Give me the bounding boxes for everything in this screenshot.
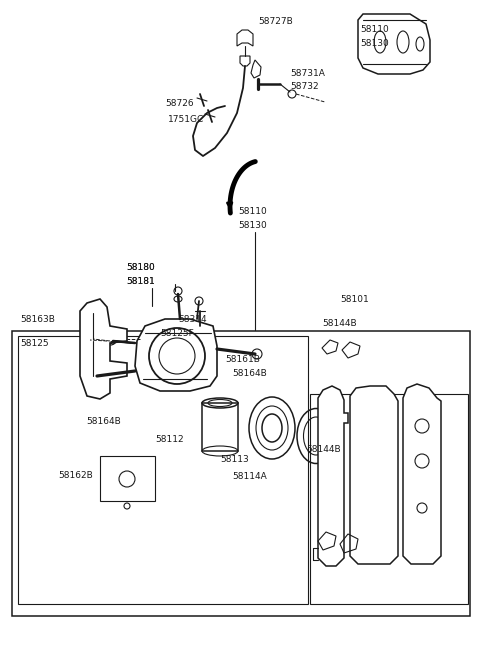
Text: 58144B: 58144B [322, 319, 357, 328]
Text: 58130: 58130 [360, 39, 389, 48]
Text: 58163B: 58163B [20, 315, 55, 324]
Text: 58125F: 58125F [160, 329, 194, 338]
Polygon shape [318, 386, 348, 566]
Polygon shape [80, 299, 127, 399]
Text: 58101: 58101 [340, 295, 369, 304]
Polygon shape [403, 384, 441, 564]
Text: 58181: 58181 [126, 277, 155, 286]
Text: 58125: 58125 [20, 339, 48, 348]
Text: 58112: 58112 [155, 435, 184, 444]
Text: 58113: 58113 [220, 455, 249, 464]
Text: 58162B: 58162B [58, 471, 93, 480]
Text: 58732: 58732 [290, 82, 319, 91]
Text: 58130: 58130 [238, 221, 267, 230]
Text: 58164B: 58164B [86, 417, 121, 426]
Text: 58144B: 58144B [306, 445, 341, 454]
Text: 58110: 58110 [238, 207, 267, 216]
Text: 58180: 58180 [126, 263, 155, 272]
Text: 58181: 58181 [126, 277, 155, 286]
Text: 58726: 58726 [165, 99, 193, 108]
Text: 58314: 58314 [178, 315, 206, 324]
Text: 58180: 58180 [126, 263, 155, 272]
Polygon shape [350, 386, 398, 564]
Text: 58727B: 58727B [258, 17, 293, 26]
Text: 58731A: 58731A [290, 69, 325, 78]
Text: 58164B: 58164B [232, 369, 267, 378]
Text: 58161B: 58161B [225, 355, 260, 364]
Text: 58114A: 58114A [232, 472, 267, 481]
Polygon shape [135, 319, 217, 391]
Text: 1751GC: 1751GC [168, 115, 204, 124]
Text: 58110: 58110 [360, 25, 389, 34]
